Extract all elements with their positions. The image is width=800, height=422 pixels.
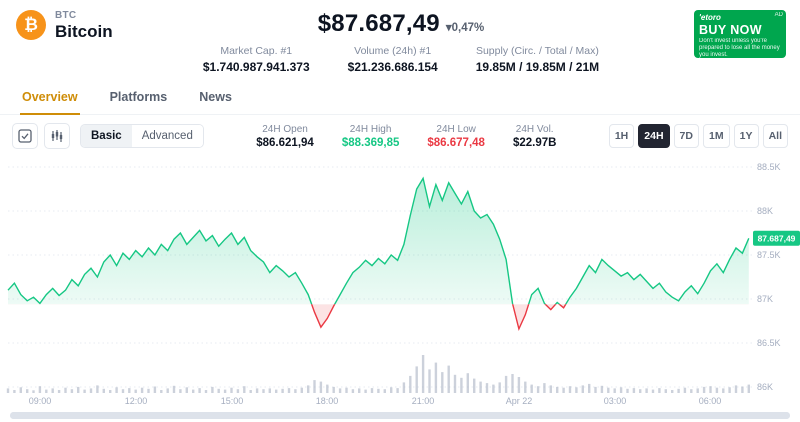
market-stats: Market Cap. #1 $1.740.987.941.373 Volume… <box>166 45 636 74</box>
range-1y-button[interactable]: 1Y <box>733 124 759 148</box>
stat-label: Supply (Circ. / Total / Max) <box>475 45 599 57</box>
coin-identity: ₿ BTC Bitcoin <box>16 10 166 74</box>
price-chart-svg[interactable]: 88.5K 88K 87.5K 87K 86.5K 86K 87.687,49 <box>0 155 800 395</box>
volume-bars <box>6 355 750 393</box>
ad-disclaimer: Don't invest unless you're prepared to l… <box>699 38 780 58</box>
chart-mode-switch: Basic Advanced <box>80 124 204 148</box>
adchoices-icon[interactable]: AD <box>774 12 783 18</box>
bitcoin-icon: ₿ <box>16 10 46 40</box>
price-chart[interactable]: 88.5K 88K 87.5K 87K 86.5K 86K 87.687,49 <box>0 155 800 395</box>
time-range-selector: 1H 24H 7D 1M 1Y All <box>608 124 788 148</box>
coin-symbol: BTC <box>55 10 77 21</box>
stat-supply: Supply (Circ. / Total / Max) 19.85M / 19… <box>476 45 599 74</box>
mode-basic-button[interactable]: Basic <box>81 125 132 147</box>
etoro-logo: 'etoro <box>699 13 721 22</box>
price-change: ▾0,47% <box>445 22 485 34</box>
stat-24h-low: 24H Low $86.677,48 <box>427 124 485 149</box>
coin-name: Bitcoin <box>55 22 113 41</box>
chart-timeline-scrollbar[interactable] <box>10 412 790 419</box>
range-7d-button[interactable]: 7D <box>673 124 699 148</box>
ohlc-label: 24H Low <box>436 123 476 135</box>
ohlc-label: 24H Open <box>262 123 308 135</box>
stat-24h-volume: 24H Vol. $22.97B <box>513 124 556 149</box>
stat-volume-24h: Volume (24h) #1 $21.236.686.154 <box>348 45 438 74</box>
stat-24h-open: 24H Open $86.621,94 <box>256 124 314 149</box>
tab-overview[interactable]: Overview <box>20 82 80 115</box>
mode-advanced-button[interactable]: Advanced <box>131 125 203 147</box>
ohlc-value: $88.369,85 <box>341 136 400 149</box>
stat-label: Volume (24h) #1 <box>354 45 432 57</box>
price-area-down <box>311 304 566 329</box>
stat-value: $21.236.686.154 <box>347 60 438 74</box>
coin-header: ₿ BTC Bitcoin $87.687,49 ▾0,47% Market C… <box>0 0 800 74</box>
x-axis-label: 15:00 <box>220 396 244 406</box>
y-axis-labels: 88.5K 88K 87.5K 87K 86.5K 86K <box>757 162 781 392</box>
svg-text:87.687,49: 87.687,49 <box>758 233 796 243</box>
x-axis-label: 06:00 <box>698 396 722 406</box>
svg-text:87.5K: 87.5K <box>757 250 781 260</box>
page-tabs: Overview Platforms News <box>0 82 800 115</box>
etoro-ad-banner[interactable]: 'etoro BUY NOW Don't invest unless you'r… <box>694 10 786 58</box>
chart-toolbar: Basic Advanced 24H Open $86.621,94 24H H… <box>0 115 800 155</box>
x-axis: 09:00 12:00 15:00 18:00 21:00 Apr 22 03:00 06:0… <box>0 395 800 409</box>
stat-24h-high: 24H High $88.369,85 <box>342 124 400 149</box>
current-price: $87.687,49 <box>317 10 440 37</box>
ohlc-value: $86.677,48 <box>427 136 485 149</box>
price-line-up <box>7 176 750 305</box>
stat-value: $1.740.987.941.373 <box>202 60 310 74</box>
ohlc-stats: 24H Open $86.621,94 24H High $88.369,85 … <box>204 124 609 149</box>
candlestick-icon <box>51 130 63 142</box>
x-axis-label: 18:00 <box>315 396 339 406</box>
range-all-button[interactable]: All <box>762 124 788 148</box>
tab-platforms[interactable]: Platforms <box>109 90 168 104</box>
svg-text:87K: 87K <box>757 294 773 304</box>
stat-market-cap: Market Cap. #1 $1.740.987.941.373 <box>203 45 310 74</box>
range-1m-button[interactable]: 1M <box>702 124 730 148</box>
ad-buy-now-label: BUY NOW <box>699 23 762 37</box>
tab-news[interactable]: News <box>199 90 232 104</box>
price-line-down <box>39 304 567 332</box>
price-area-up <box>8 178 749 305</box>
candlestick-toggle-button[interactable] <box>44 123 70 149</box>
line-chart-toggle-button[interactable] <box>12 123 38 149</box>
svg-text:86.5K: 86.5K <box>757 338 781 348</box>
current-price-badge: 87.687,49 <box>753 230 800 246</box>
x-axis-label: 03:00 <box>603 396 627 406</box>
scrollbar-handle[interactable] <box>10 412 790 419</box>
checkbox-icon <box>18 129 32 143</box>
svg-text:88K: 88K <box>757 206 773 216</box>
svg-text:88.5K: 88.5K <box>757 162 781 172</box>
ohlc-label: 24H High <box>349 123 392 135</box>
stat-label: Market Cap. #1 <box>220 45 293 57</box>
ohlc-value: $22.97B <box>512 136 557 149</box>
x-axis-label: Apr 22 <box>505 396 533 406</box>
range-24h-button[interactable]: 24H <box>638 124 670 148</box>
x-axis-label: 09:00 <box>28 396 52 406</box>
ohlc-value: $86.621,94 <box>256 136 314 149</box>
x-axis-label: 12:00 <box>124 396 148 406</box>
x-axis-label: 21:00 <box>411 396 435 406</box>
stat-value: 19.85M / 19.85M / 21M <box>475 60 600 74</box>
ohlc-label: 24H Vol. <box>515 123 554 135</box>
svg-text:86K: 86K <box>757 382 773 392</box>
range-1h-button[interactable]: 1H <box>608 124 635 148</box>
